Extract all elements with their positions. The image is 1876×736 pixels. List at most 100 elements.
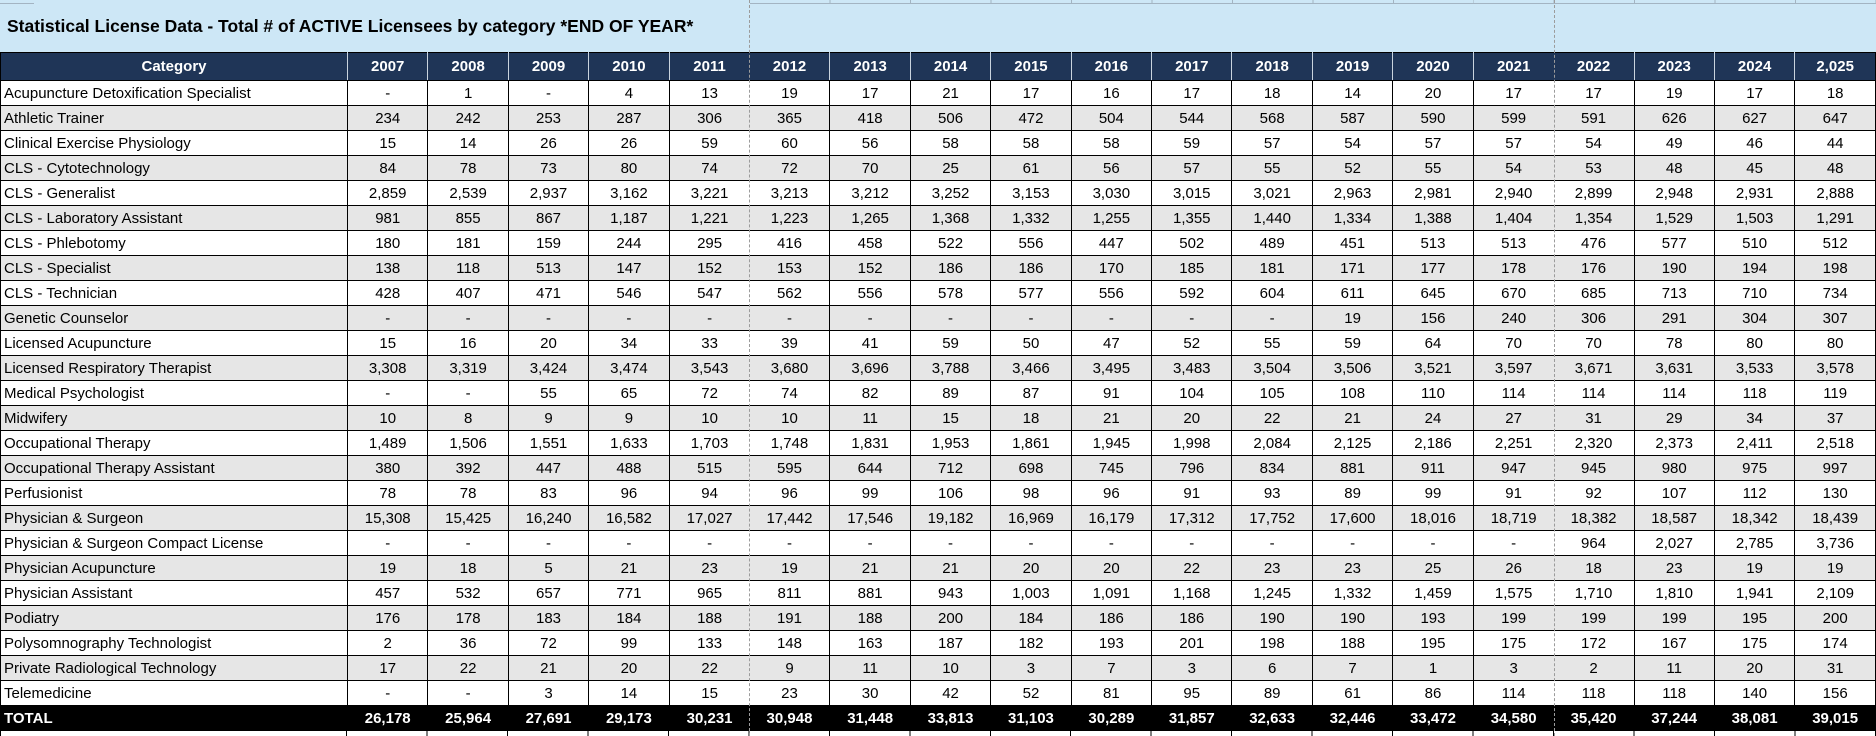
cell[interactable]: 34 (1714, 405, 1796, 431)
cell[interactable]: 3,671 (1553, 355, 1635, 381)
cell[interactable]: 20 (1151, 405, 1233, 431)
cell[interactable]: 42 (910, 680, 992, 706)
cell[interactable]: 55 (1392, 155, 1474, 181)
cell[interactable]: 867 (508, 205, 590, 231)
cell[interactable]: 55 (1231, 155, 1313, 181)
cell[interactable]: - (1151, 305, 1233, 331)
cell[interactable]: 186 (1151, 605, 1233, 631)
cell[interactable]: 306 (1553, 305, 1635, 331)
cell[interactable]: 19 (1714, 555, 1796, 581)
cell[interactable]: 118 (1714, 380, 1796, 406)
cell[interactable]: 253 (508, 105, 590, 131)
cell[interactable]: 178 (1473, 255, 1554, 281)
cell[interactable]: 964 (1553, 530, 1635, 556)
cell[interactable]: 562 (749, 280, 831, 306)
cell[interactable]: 26 (508, 130, 590, 156)
cell[interactable]: 23 (1312, 555, 1394, 581)
cell[interactable]: 712 (910, 455, 992, 481)
cell[interactable]: 1,529 (1634, 205, 1715, 231)
cell[interactable]: 556 (1071, 280, 1153, 306)
cell[interactable]: 1,332 (1312, 580, 1394, 606)
cell[interactable]: 52 (1312, 155, 1394, 181)
cell[interactable]: 39,015 (1794, 705, 1876, 731)
cell[interactable]: 7 (1312, 655, 1394, 681)
cell[interactable]: - (508, 530, 590, 556)
cell[interactable]: 33 (669, 330, 750, 356)
cell[interactable]: 89 (1312, 480, 1394, 506)
year-header-2011[interactable]: 2011 (669, 52, 750, 81)
cell[interactable]: 27,691 (508, 705, 590, 731)
cell[interactable]: 17 (1553, 80, 1635, 106)
cell[interactable]: 685 (1553, 280, 1635, 306)
cell[interactable]: 3,015 (1151, 180, 1233, 206)
cell[interactable]: - (427, 380, 509, 406)
cell[interactable]: 91 (1071, 380, 1153, 406)
cell[interactable]: 72 (749, 155, 831, 181)
cell[interactable]: 3,533 (1714, 355, 1796, 381)
cell[interactable]: 8 (427, 405, 509, 431)
cell[interactable]: 23 (1231, 555, 1313, 581)
cell[interactable]: - (347, 680, 429, 706)
cell[interactable]: 18,382 (1553, 505, 1635, 531)
cell[interactable]: 513 (1392, 230, 1474, 256)
cell[interactable]: 181 (1231, 255, 1313, 281)
cell[interactable]: 22 (427, 655, 509, 681)
cell[interactable]: - (749, 305, 831, 331)
cell[interactable]: 35,420 (1553, 705, 1635, 731)
cell[interactable]: 1,748 (749, 430, 831, 456)
cell[interactable]: 118 (427, 255, 509, 281)
cell[interactable]: - (347, 305, 429, 331)
cell[interactable]: 447 (508, 455, 590, 481)
cell[interactable]: 611 (1312, 280, 1394, 306)
cell[interactable]: 3,578 (1794, 355, 1876, 381)
cell[interactable]: 175 (1473, 630, 1554, 656)
cell[interactable]: 23 (669, 555, 750, 581)
row-category[interactable]: Medical Psychologist (0, 380, 348, 406)
cell[interactable]: 41 (829, 330, 911, 356)
cell[interactable]: 61 (1312, 680, 1394, 706)
cell[interactable]: 407 (427, 280, 509, 306)
year-header-2012[interactable]: 2012 (749, 52, 831, 81)
cell[interactable]: 306 (669, 105, 750, 131)
row-category[interactable]: CLS - Laboratory Assistant (0, 205, 348, 231)
cell[interactable]: 522 (910, 230, 992, 256)
cell[interactable]: 64 (1392, 330, 1474, 356)
cell[interactable]: 428 (347, 280, 429, 306)
cell[interactable]: 18,587 (1634, 505, 1715, 531)
cell[interactable]: - (1071, 530, 1153, 556)
cell[interactable]: 78 (427, 480, 509, 506)
cell[interactable]: 152 (669, 255, 750, 281)
cell[interactable]: 17 (990, 80, 1072, 106)
cell[interactable]: 2,981 (1392, 180, 1474, 206)
cell[interactable]: 604 (1231, 280, 1313, 306)
cell[interactable]: 174 (1794, 630, 1876, 656)
cell[interactable]: 17 (1473, 80, 1554, 106)
cell[interactable]: - (347, 380, 429, 406)
cell[interactable]: 3,736 (1794, 530, 1876, 556)
cell[interactable]: 17 (1151, 80, 1233, 106)
cell[interactable]: - (588, 530, 670, 556)
row-category[interactable]: Clinical Exercise Physiology (0, 130, 348, 156)
cell[interactable]: 504 (1071, 105, 1153, 131)
cell[interactable]: 93 (1231, 480, 1313, 506)
cell[interactable]: 2,931 (1714, 180, 1796, 206)
year-header-2018[interactable]: 2018 (1231, 52, 1313, 81)
cell[interactable]: 15 (347, 130, 429, 156)
cell[interactable]: 34 (588, 330, 670, 356)
cell[interactable]: 186 (990, 255, 1072, 281)
cell[interactable]: 78 (347, 480, 429, 506)
cell[interactable]: 546 (588, 280, 670, 306)
cell[interactable]: 287 (588, 105, 670, 131)
cell[interactable]: 96 (588, 480, 670, 506)
cell[interactable]: 590 (1392, 105, 1474, 131)
cell[interactable]: 170 (1071, 255, 1153, 281)
year-header-2022[interactable]: 2022 (1553, 52, 1635, 81)
cell[interactable]: 24 (1392, 405, 1474, 431)
cell[interactable]: 911 (1392, 455, 1474, 481)
cell[interactable]: 107 (1634, 480, 1715, 506)
cell[interactable]: 199 (1553, 605, 1635, 631)
cell[interactable]: 2,109 (1794, 580, 1876, 606)
cell[interactable]: - (347, 80, 429, 106)
cell[interactable]: 1,861 (990, 430, 1072, 456)
cell[interactable]: 15,425 (427, 505, 509, 531)
